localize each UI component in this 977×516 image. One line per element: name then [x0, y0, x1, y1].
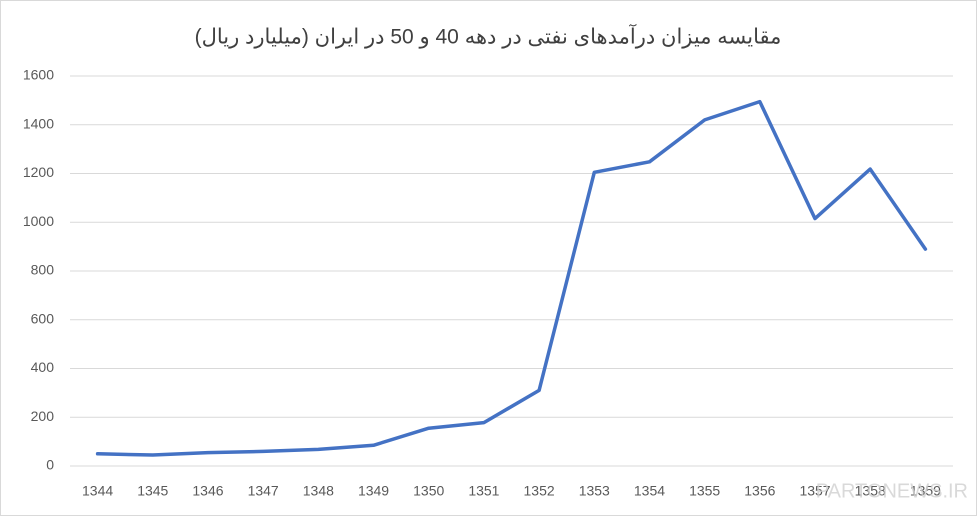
y-tick-label: 200 [31, 408, 55, 424]
x-tick-label: 1352 [524, 483, 555, 499]
y-tick-label: 400 [31, 359, 55, 375]
x-tick-label: 1344 [82, 483, 113, 499]
watermark: PARTONEWS.IR [816, 480, 968, 502]
y-tick-label: 1600 [23, 67, 54, 83]
x-tick-label: 1354 [634, 483, 665, 499]
x-tick-label: 1350 [413, 483, 444, 499]
x-tick-label: 1347 [248, 483, 279, 499]
y-tick-label: 1200 [23, 164, 54, 180]
x-tick-label: 1346 [192, 483, 223, 499]
y-tick-label: 1400 [23, 115, 54, 131]
y-tick-label: 1000 [23, 213, 54, 229]
y-tick-label: 600 [31, 310, 55, 326]
x-tick-label: 1356 [744, 483, 775, 499]
x-tick-label: 1345 [137, 483, 168, 499]
x-tick-label: 1348 [303, 483, 334, 499]
x-tick-label: 1353 [579, 483, 610, 499]
x-tick-label: 1357 [799, 483, 830, 499]
data-line [95, 99, 928, 457]
x-tick-label: 1349 [358, 483, 389, 499]
chart-title: مقایسه میزان درآمدهای نفتی در دهه 40 و 5… [195, 23, 782, 50]
y-tick-label: 0 [46, 457, 54, 473]
x-tick-label: 1358 [855, 483, 886, 499]
x-tick-label: 1359 [910, 483, 941, 499]
x-tick-label: 1355 [689, 483, 720, 499]
y-tick-label: 800 [31, 262, 55, 278]
x-tick-label: 1351 [468, 483, 499, 499]
